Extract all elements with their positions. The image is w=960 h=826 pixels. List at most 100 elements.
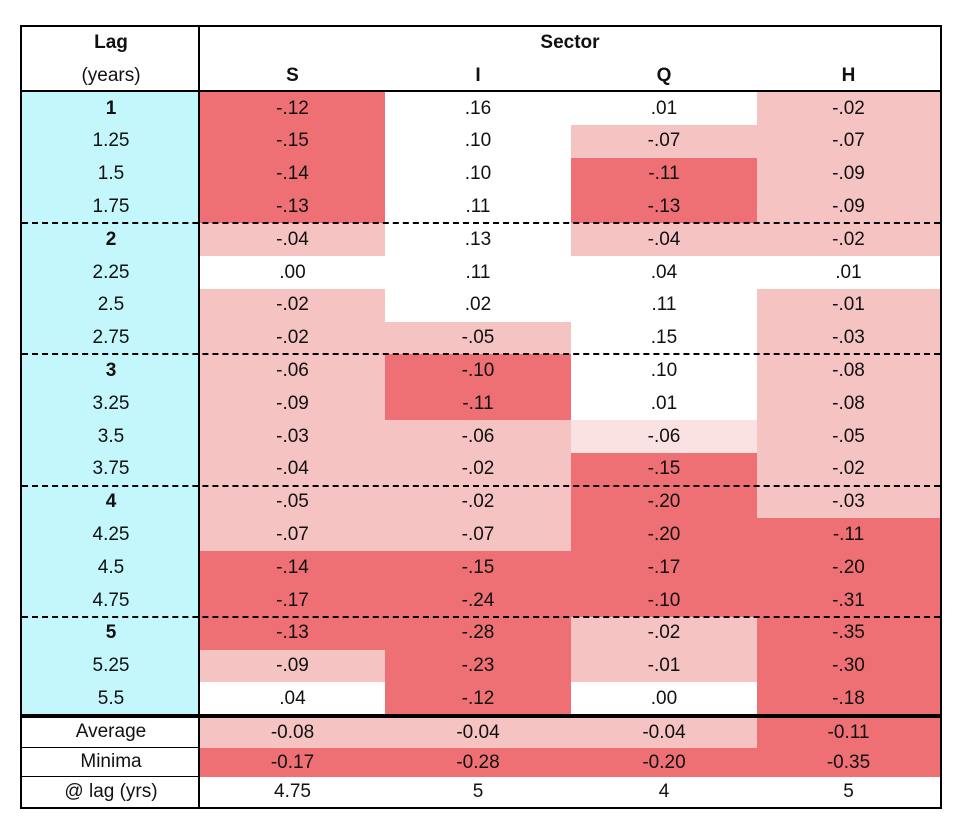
cell: -.09	[757, 157, 940, 191]
summary-cell: -0.17	[200, 747, 385, 778]
cell: -.09	[757, 190, 940, 224]
cell: -.12	[385, 682, 571, 716]
sector-header: Sector	[540, 32, 600, 53]
summary-cell: -0.20	[571, 747, 757, 778]
cell: -.02	[757, 223, 940, 257]
cell: -.12	[200, 92, 385, 126]
lag-label: 4.75	[22, 584, 200, 618]
summary-cell: -0.11	[757, 718, 940, 748]
cell: -.11	[757, 518, 940, 552]
cell: -.06	[200, 354, 385, 388]
cell: -.05	[385, 321, 571, 355]
summary-cell: -0.04	[571, 718, 757, 748]
column-header: Q	[656, 64, 672, 86]
cell: -.15	[571, 452, 757, 487]
cell: -.03	[757, 485, 940, 519]
lag-unit: (years)	[81, 64, 141, 86]
lag-label: 2.75	[22, 321, 200, 355]
lag-label: 1	[22, 92, 200, 126]
cell: -.01	[571, 649, 757, 683]
cell: .01	[571, 387, 757, 421]
cell: -.02	[385, 485, 571, 519]
summary-cell: -0.08	[200, 718, 385, 748]
cell: -.04	[200, 452, 385, 487]
cell: -.31	[757, 584, 940, 618]
summary-label: Minima	[22, 747, 200, 778]
lag-label: 1.75	[22, 190, 200, 224]
summary-cell: 4.75	[200, 777, 385, 807]
cell: -.09	[200, 387, 385, 421]
lag-header: Lag	[94, 32, 128, 53]
cell: -.23	[385, 649, 571, 683]
cell: -.07	[200, 518, 385, 552]
group-separator	[22, 222, 940, 225]
cell: -.13	[571, 190, 757, 224]
cell: -.10	[571, 584, 757, 618]
group-separator	[22, 484, 940, 487]
cell: -.02	[200, 321, 385, 355]
cell: .16	[385, 92, 571, 126]
cell: -.09	[200, 649, 385, 683]
cell: -.05	[200, 485, 385, 519]
cell: -.06	[571, 420, 757, 454]
lag-label: 2.25	[22, 256, 200, 290]
cell: .01	[571, 92, 757, 126]
lag-label: 5.25	[22, 649, 200, 683]
cell: -.24	[385, 584, 571, 618]
cell: -.02	[385, 452, 571, 487]
lag-label: 4.5	[22, 551, 200, 585]
cell: .10	[385, 157, 571, 191]
lag-label: 3.25	[22, 387, 200, 421]
cell: -.08	[757, 354, 940, 388]
cell: -.10	[385, 354, 571, 388]
cell: -.13	[200, 616, 385, 651]
summary-cell: 5	[385, 777, 571, 807]
cell: -.11	[385, 387, 571, 421]
cell: .11	[571, 288, 757, 323]
cell: .10	[385, 124, 571, 159]
label-divider	[198, 27, 200, 807]
summary-label: Average	[22, 718, 200, 748]
cell: -.18	[757, 682, 940, 716]
cell: -.05	[757, 420, 940, 454]
cell: -.28	[385, 616, 571, 651]
cell: -.15	[385, 551, 571, 585]
cell: -.02	[757, 452, 940, 487]
cell: -.20	[571, 485, 757, 519]
cell: -.07	[385, 518, 571, 552]
cell: -.17	[200, 584, 385, 618]
lag-label: 3.75	[22, 452, 200, 487]
lag-label: 5	[22, 616, 200, 651]
cell: -.30	[757, 649, 940, 683]
summary-cell: -0.28	[385, 747, 571, 778]
cell: .15	[571, 321, 757, 355]
cell: -.14	[200, 551, 385, 585]
cell: -.04	[571, 223, 757, 257]
cell: -.08	[757, 387, 940, 421]
lag-label: 3	[22, 354, 200, 388]
lag-label: 1.5	[22, 157, 200, 191]
cell: .11	[385, 190, 571, 224]
cell: -.06	[385, 420, 571, 454]
cell: .00	[200, 256, 385, 290]
summary-cell: -0.35	[757, 747, 940, 778]
cell: .10	[571, 354, 757, 388]
summary-label: @ lag (yrs)	[22, 777, 200, 807]
cell: -.02	[571, 616, 757, 651]
cell: -.07	[757, 124, 940, 159]
lag-label: 5.5	[22, 682, 200, 716]
lag-label: 3.5	[22, 420, 200, 454]
cell: .04	[571, 256, 757, 290]
group-separator	[22, 615, 940, 618]
cell: -.17	[571, 551, 757, 585]
summary-rule	[22, 714, 940, 719]
cell: -.03	[757, 321, 940, 355]
cell: -.15	[200, 124, 385, 159]
cell: .01	[757, 256, 940, 290]
summary-cell: -0.04	[385, 718, 571, 748]
cell: .13	[385, 223, 571, 257]
cell: -.13	[200, 190, 385, 224]
cell: -.11	[571, 157, 757, 191]
column-header: I	[475, 64, 481, 86]
